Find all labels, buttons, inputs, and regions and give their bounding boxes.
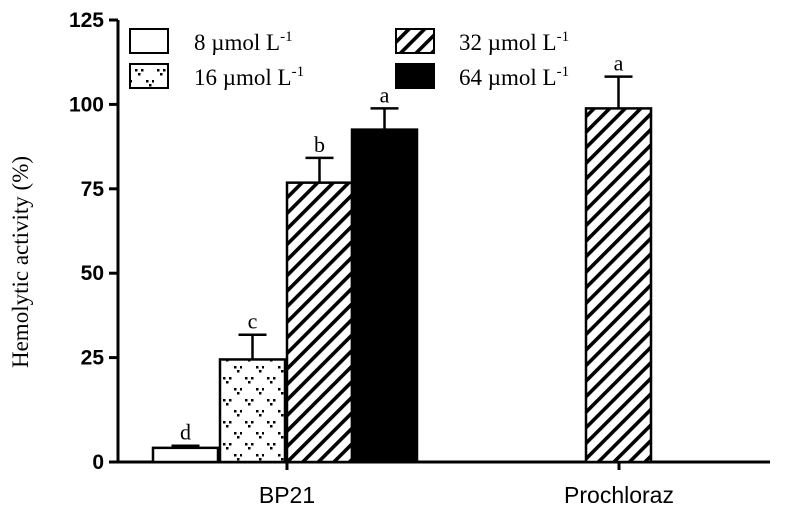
legend-item-16: 16 µmol L-1 [129, 63, 304, 90]
bar [218, 358, 287, 464]
y-tick-0: 0 [92, 451, 118, 474]
y-axis-label: Hemolytic activity (%) [8, 156, 33, 368]
y-tick-100: 100 [69, 93, 118, 116]
y-tick-label: 125 [69, 9, 104, 32]
legend-label-name: 8 µmol L [194, 30, 280, 55]
y-tick-label: 25 [81, 347, 105, 370]
legend-label: 64 µmol L-1 [459, 64, 569, 90]
y-ticks: 125 100 75 50 25 0 [69, 9, 118, 474]
legend-item-64: 64 µmol L-1 [395, 63, 569, 90]
x-tick-label-prochloraz: Prochloraz [564, 482, 674, 508]
legend-item-32: 32 µmol L-1 [395, 28, 569, 55]
legend-swatch-dots [129, 63, 169, 89]
x-tick-label-bp21: BP21 [259, 482, 315, 508]
legend-label-sup: -1 [280, 29, 293, 45]
y-tick-75: 75 [81, 178, 118, 201]
legend-label-sup: -1 [557, 29, 570, 45]
bar [350, 128, 419, 464]
legend-swatch-hatch [395, 28, 435, 54]
y-tick-label: 0 [92, 451, 104, 474]
legend-item-8: 8 µmol L-1 [129, 28, 293, 55]
legend-label: 8 µmol L-1 [194, 29, 293, 55]
y-tick-25: 25 [81, 347, 118, 370]
legend-label-sup: -1 [557, 64, 570, 80]
legend-swatch-empty [129, 28, 169, 54]
y-tick-label: 100 [69, 93, 104, 116]
bar [151, 446, 220, 464]
legend-label-name: 64 µmol L [459, 65, 557, 90]
significance-letter: d [180, 420, 191, 445]
legend-label-name: 16 µmol L [194, 65, 292, 90]
significance-letter: c [248, 309, 258, 334]
y-tick-50: 50 [81, 262, 118, 285]
legend: 8 µmol L-1 16 µmol L-1 32 µmol L-1 64 µm… [129, 28, 569, 90]
legend-label: 32 µmol L-1 [459, 29, 569, 55]
legend-label-name: 32 µmol L [459, 30, 557, 55]
y-tick-125: 125 [69, 9, 118, 32]
significance-letter: a [380, 82, 390, 107]
significance-letter: b [314, 132, 325, 157]
legend-label: 16 µmol L-1 [194, 64, 304, 90]
y-tick-label: 75 [81, 178, 105, 201]
legend-label-sup: -1 [292, 64, 305, 80]
bar [584, 107, 653, 464]
significance-letter: a [614, 51, 624, 76]
bar [285, 181, 354, 464]
y-tick-label: 50 [81, 262, 104, 285]
bars: d c b a a [151, 51, 653, 464]
legend-swatch-solid [395, 63, 435, 89]
